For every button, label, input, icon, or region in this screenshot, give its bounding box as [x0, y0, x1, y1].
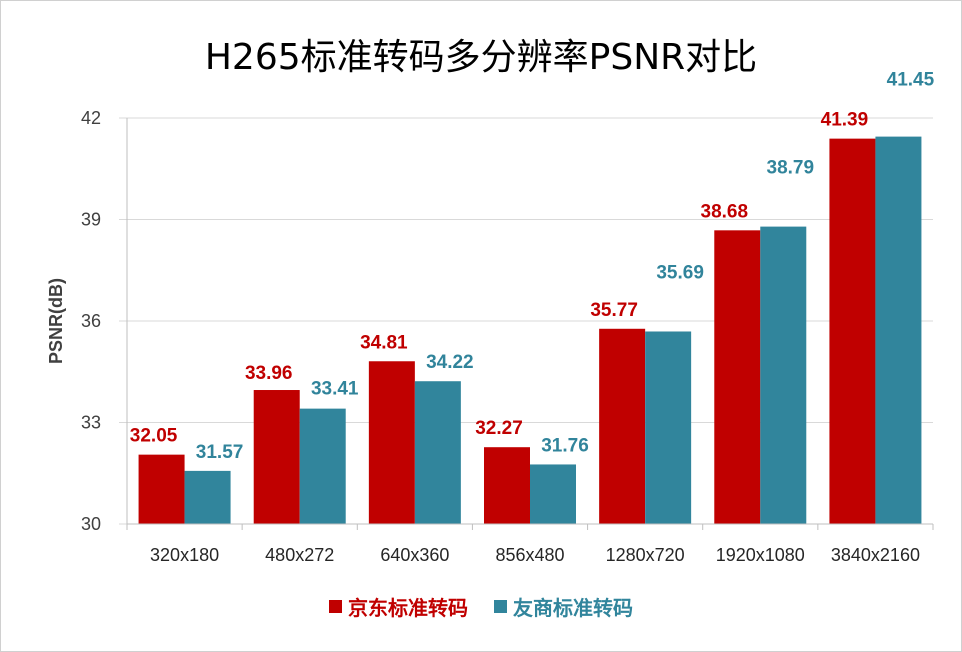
- bar-series-2: [530, 464, 576, 524]
- data-label-series-2: 33.41: [311, 379, 359, 400]
- chart-title: H265标准转码多分辨率PSNR对比: [204, 37, 758, 78]
- y-tick-label: 42: [81, 108, 101, 128]
- y-tick-label: 36: [81, 311, 101, 331]
- bar-series-1: [368, 361, 415, 524]
- data-label-series-2: 41.45: [887, 70, 935, 91]
- y-axis-label: PSNR(dB): [46, 278, 66, 364]
- bar-series-2: [760, 226, 807, 525]
- bar-series-2: [875, 136, 922, 524]
- x-tick-label: 1920x1080: [716, 545, 805, 565]
- legend-item-series-1: 京东标准转码: [329, 592, 468, 621]
- data-labels: 32.05 33.96 34.81 32.27 35.77 38.68 41.39 31.57…: [130, 70, 935, 463]
- y-tick-label: 33: [81, 413, 101, 433]
- data-label-series-1: 38.68: [701, 201, 749, 222]
- data-label-series-2: 31.57: [196, 442, 244, 463]
- x-tick-label: 640x360: [380, 545, 449, 565]
- data-label-series-1: 32.05: [130, 426, 178, 447]
- legend-swatch-series-1: [329, 600, 342, 613]
- data-label-series-2: 34.22: [426, 352, 474, 373]
- legend-label-series-1: 京东标准转码: [348, 596, 468, 620]
- bar-series-2: [645, 331, 692, 524]
- x-tick-label: 1280x720: [606, 545, 685, 565]
- bar-series-1: [714, 230, 761, 524]
- x-tick-label: 320x180: [150, 545, 219, 565]
- x-tick-label: 856x480: [495, 545, 564, 565]
- data-label-series-1: 41.39: [821, 110, 869, 131]
- data-label-series-1: 35.77: [590, 300, 638, 321]
- bar-series-1: [829, 138, 876, 524]
- data-label-series-2: 31.76: [541, 435, 589, 456]
- legend: 京东标准转码 友商标准转码: [0, 592, 962, 621]
- data-label-series-2: 35.69: [656, 262, 704, 283]
- bar-series-2: [184, 470, 231, 524]
- x-tick-label: 3840x2160: [831, 545, 920, 565]
- y-tick-label: 30: [81, 514, 101, 534]
- legend-label-series-2: 友商标准转码: [513, 596, 633, 620]
- data-label-series-1: 33.96: [245, 363, 293, 384]
- legend-item-series-2: 友商标准转码: [494, 592, 633, 621]
- bar-series-1: [599, 328, 646, 524]
- y-tick-label: 39: [81, 210, 101, 230]
- data-label-series-1: 32.27: [475, 418, 523, 439]
- bar-series-1: [138, 454, 185, 524]
- x-tick-label: 480x272: [265, 545, 334, 565]
- data-label-series-1: 34.81: [360, 332, 408, 353]
- bar-series-1: [253, 390, 300, 524]
- bar-series-1: [484, 447, 530, 524]
- bars: [138, 136, 922, 525]
- x-axis: 320x180 480x272 640x360 856x480 1280x720 1920…: [126, 523, 934, 565]
- legend-swatch-series-2: [494, 600, 507, 613]
- bar-series-2: [299, 408, 346, 524]
- data-label-series-2: 38.79: [767, 158, 815, 179]
- y-axis: 30 33 36 39 42: [81, 108, 128, 534]
- bar-series-2: [414, 381, 461, 524]
